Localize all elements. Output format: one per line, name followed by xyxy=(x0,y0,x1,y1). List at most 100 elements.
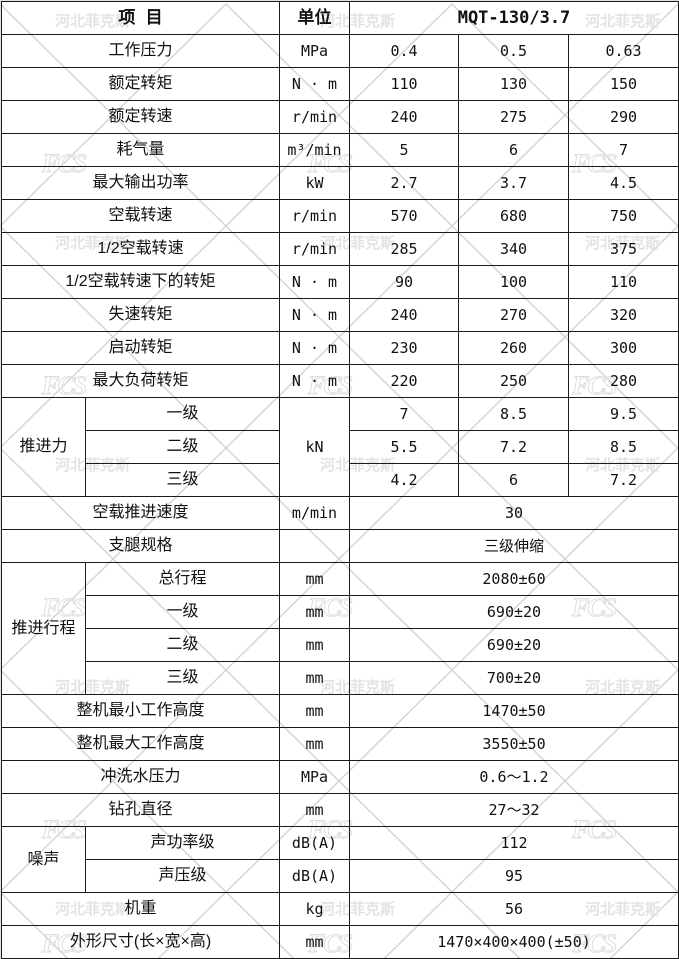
table-row: 三级 mm 700±20 xyxy=(2,661,679,695)
row-label-cell: 声压级 xyxy=(85,859,280,893)
unit-cell: N · m xyxy=(279,298,350,332)
header-cell: MQT-130/3.7 xyxy=(348,1,679,35)
value-cell: 110 xyxy=(349,67,459,101)
row-label-cell: 整机最大工作高度 xyxy=(1,727,280,761)
unit-cell: dB(A) xyxy=(279,826,350,860)
row-label-cell: 额定转矩 xyxy=(1,67,280,101)
row-label-cell: 支腿规格 xyxy=(1,529,280,563)
value-cell: 6 xyxy=(458,463,569,497)
table-row: 最大输出功率 kW 2.7 3.7 4.5 xyxy=(1,166,679,200)
table-row: 空载推进速度 m/min 30 xyxy=(1,496,679,530)
value-cell: 4.2 xyxy=(349,463,459,497)
header-cell: 项 目 xyxy=(1,1,280,35)
row-label-cell: 空载推进速度 xyxy=(1,496,280,530)
table-row: 工作压力 MPa 0.4 0.5 0.63 xyxy=(1,34,679,68)
value-cell: 0.5 xyxy=(458,34,569,68)
row-label-cell: 失速转矩 xyxy=(1,298,280,332)
unit-cell: N · m xyxy=(279,364,350,398)
table-row: 整机最大工作高度 mm 3550±50 xyxy=(1,727,679,761)
value-cell: 290 xyxy=(567,100,679,134)
value-cell: 0.6～1.2 xyxy=(348,760,679,794)
row-label-cell: 1/2空载转速 xyxy=(1,232,280,266)
value-cell: 570 xyxy=(349,199,459,233)
unit-cell: kW xyxy=(279,166,350,200)
unit-cell: mm xyxy=(279,628,350,662)
value-cell: 220 xyxy=(349,364,459,398)
unit-cell: kN xyxy=(279,397,350,497)
value-cell: 230 xyxy=(349,331,459,365)
value-cell: 90 xyxy=(349,265,459,299)
value-cell: 95 xyxy=(348,859,679,893)
value-cell: 1470×400×400(±50) xyxy=(348,925,679,959)
table-row: 启动转矩 N · m 230 260 300 xyxy=(1,331,679,365)
row-label-cell: 整机最小工作高度 xyxy=(1,694,280,728)
unit-cell: mm xyxy=(279,727,350,761)
value-cell: 0.4 xyxy=(349,34,459,68)
table-row: 额定转矩 N · m 110 130 150 xyxy=(1,67,679,101)
table-row: 整机最小工作高度 mm 1470±50 xyxy=(1,694,679,728)
value-cell: 5.5 xyxy=(349,430,459,464)
header-cell: 单位 xyxy=(279,1,350,35)
row-label-cell: 一级 xyxy=(85,595,280,629)
value-cell: 240 xyxy=(349,100,459,134)
value-cell: 280 xyxy=(567,364,679,398)
table-row: 外形尺寸(长×宽×高) mm 1470×400×400(±50) xyxy=(1,925,679,959)
unit-cell: mm xyxy=(279,925,350,959)
row-label-cell: 总行程 xyxy=(85,562,280,596)
value-cell: 3550±50 xyxy=(348,727,679,761)
table-row: 最大负荷转矩 N · m 220 250 280 xyxy=(1,364,679,398)
row-label-cell: 二级 xyxy=(85,430,280,464)
row-label-cell: 1/2空载转速下的转矩 xyxy=(1,265,280,299)
value-cell: 3.7 xyxy=(458,166,569,200)
value-cell: 260 xyxy=(458,331,569,365)
table-row: 钻孔直径 mm 27～32 xyxy=(1,793,679,827)
unit-cell: mm xyxy=(279,562,350,596)
table-row: 失速转矩 N · m 240 270 320 xyxy=(1,298,679,332)
value-cell: 270 xyxy=(458,298,569,332)
value-cell: 100 xyxy=(458,265,569,299)
table-row: 空载转速 r/min 570 680 750 xyxy=(1,199,679,233)
table-row: 冲洗水压力 MPa 0.6～1.2 xyxy=(1,760,679,794)
table-row: 项 目单位 MQT-130/3.7 xyxy=(1,1,679,35)
row-label-cell: 钻孔直径 xyxy=(1,793,280,827)
group-label-cell: 推进力 xyxy=(1,397,86,497)
value-cell: 700±20 xyxy=(348,661,679,695)
unit-cell: N · m xyxy=(279,67,350,101)
value-cell: 690±20 xyxy=(348,628,679,662)
table-row: 1/2空载转速 r/min 285 340 375 xyxy=(1,232,679,266)
row-label-cell: 声功率级 xyxy=(85,826,280,860)
unit-cell: kg xyxy=(279,892,350,926)
group-label-cell: 噪声 xyxy=(1,826,86,893)
group-label-cell: 推进行程 xyxy=(1,562,86,695)
row-label-cell: 工作压力 xyxy=(1,34,280,68)
unit-cell: N · m xyxy=(279,265,350,299)
row-label-cell: 耗气量 xyxy=(1,133,280,167)
value-cell: 9.5 xyxy=(567,397,679,431)
row-label-cell: 机重 xyxy=(1,892,280,926)
unit-cell: MPa xyxy=(279,760,350,794)
value-cell: 7.2 xyxy=(458,430,569,464)
row-label-cell: 启动转矩 xyxy=(1,331,280,365)
row-label-cell: 三级 xyxy=(85,661,280,695)
table-row: 噪声 声功率级 dB(A) 112 xyxy=(1,826,679,893)
table-row: 推进行程 总行程 mm 2080±60 xyxy=(1,562,679,695)
unit-cell: mm xyxy=(279,694,350,728)
table-row: 推进力 一级 kN 7 8.5 9.5 xyxy=(1,397,679,497)
value-cell: 2.7 xyxy=(349,166,459,200)
table-row: 声压级 dB(A) 95 xyxy=(2,859,679,893)
value-cell: 250 xyxy=(458,364,569,398)
row-label-cell: 三级 xyxy=(85,463,280,497)
row-label-cell: 冲洗水压力 xyxy=(1,760,280,794)
value-cell: 375 xyxy=(567,232,679,266)
row-label-cell: 外形尺寸(长×宽×高) xyxy=(1,925,280,959)
unit-cell: dB(A) xyxy=(279,859,350,893)
unit-cell: N · m xyxy=(279,331,350,365)
table-row: 1/2空载转速下的转矩 N · m 90 100 110 xyxy=(1,265,679,299)
table-row: 额定转速 r/min 240 275 290 xyxy=(1,100,679,134)
row-label-cell: 一级 xyxy=(85,397,280,431)
value-cell: 0.63 xyxy=(567,34,679,68)
value-cell: 130 xyxy=(458,67,569,101)
value-cell: 112 xyxy=(348,826,679,860)
